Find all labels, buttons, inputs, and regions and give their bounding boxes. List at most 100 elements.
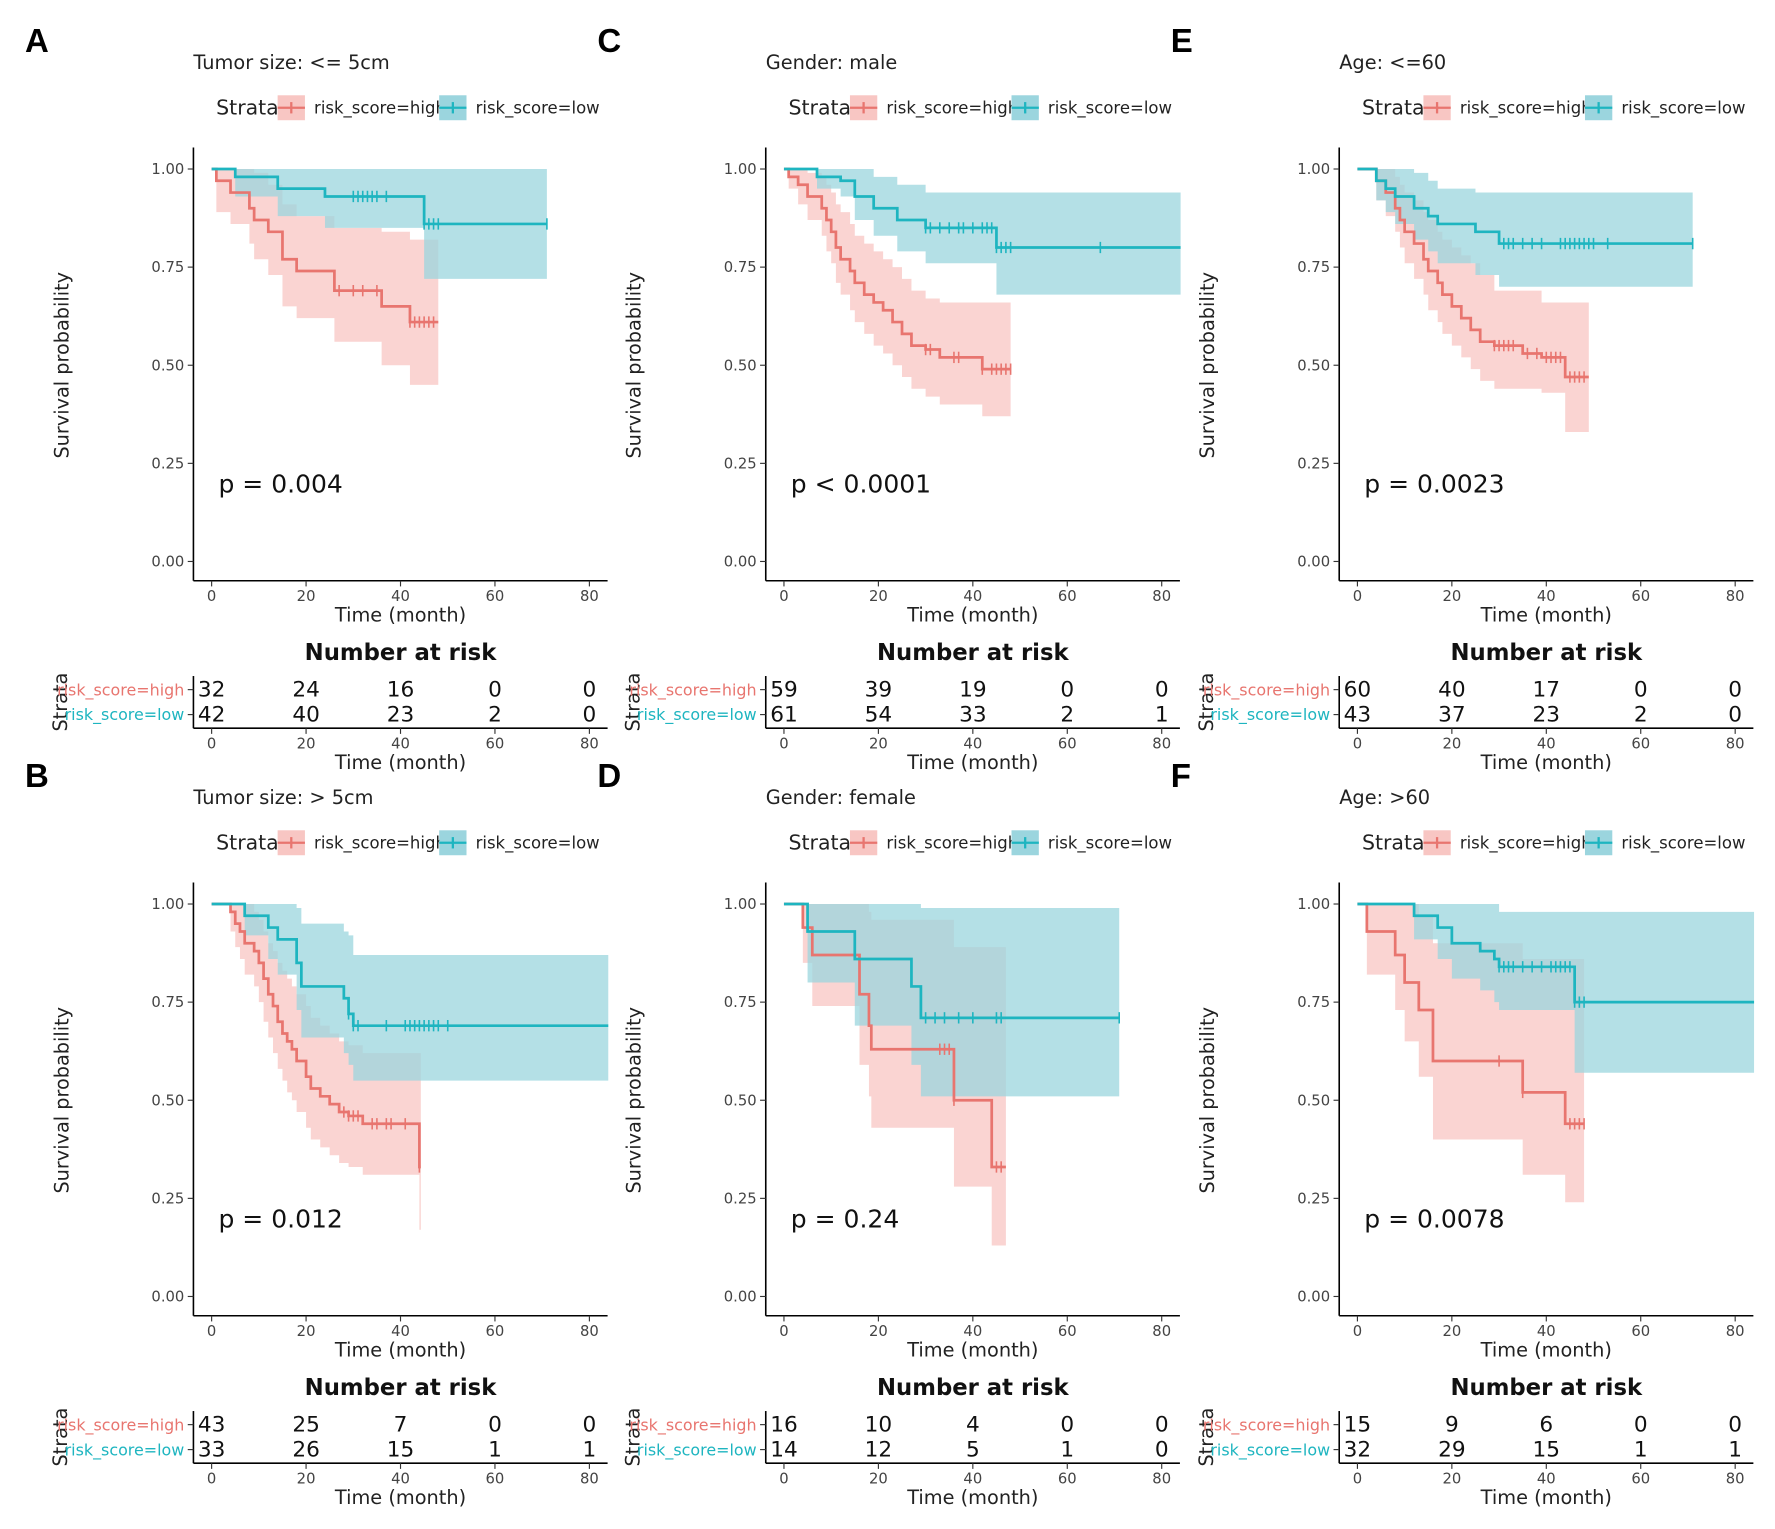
risk-count-low: 1 bbox=[488, 1437, 502, 1462]
survival-curve-low bbox=[783, 167, 1181, 249]
y-axis-title: Survival probability bbox=[1196, 272, 1219, 459]
risk-count-low: 1 bbox=[1060, 1437, 1074, 1462]
y-tick-label: 0.50 bbox=[151, 1092, 184, 1109]
x-tick-label: 0 bbox=[1353, 588, 1362, 605]
x-tick-label: 20 bbox=[1442, 588, 1461, 605]
y-tick-label: 0.25 bbox=[1297, 455, 1330, 472]
y-tick-label: 0.75 bbox=[724, 259, 757, 276]
survival-curve-low bbox=[1357, 902, 1755, 1004]
risk-count-low: 1 bbox=[583, 1437, 597, 1462]
survival-curve-high bbox=[1357, 902, 1585, 1126]
ci-band-low bbox=[211, 169, 547, 279]
y-tick-label: 1.00 bbox=[724, 161, 757, 178]
y-tick-label: 0.00 bbox=[724, 554, 757, 571]
x-axis-title: Time (month) bbox=[906, 1339, 1038, 1362]
risk-row-label-low: risk_score=low bbox=[65, 1440, 185, 1460]
risk-x-tick-label: 0 bbox=[207, 1471, 216, 1488]
ci-band-low bbox=[783, 904, 1120, 1097]
y-tick-label: 0.50 bbox=[1297, 1092, 1330, 1109]
subgroup-title: Tumor size: <= 5cm bbox=[192, 51, 389, 74]
y-tick-label: 0.00 bbox=[724, 1289, 757, 1306]
risk-row-label-high: risk_score=high bbox=[629, 680, 756, 700]
risk-count-low: 1 bbox=[1728, 1437, 1742, 1462]
x-tick-label: 60 bbox=[1631, 1323, 1650, 1340]
risk-x-tick-label: 0 bbox=[1353, 736, 1362, 753]
panel-letter: D bbox=[597, 757, 621, 794]
risk-x-tick-label: 60 bbox=[1631, 736, 1650, 753]
y-tick-label: 0.75 bbox=[151, 259, 184, 276]
y-axis-title: Survival probability bbox=[623, 272, 646, 459]
y-tick-label: 1.00 bbox=[724, 896, 757, 913]
risk-row-label-high: risk_score=high bbox=[57, 1415, 184, 1435]
risk-x-tick-label: 0 bbox=[779, 736, 788, 753]
y-tick-label: 0.00 bbox=[1297, 554, 1330, 571]
risk-count-low: 0 bbox=[1728, 702, 1742, 727]
risk-count-high: 0 bbox=[488, 677, 502, 702]
x-tick-label: 20 bbox=[869, 588, 888, 605]
survival-curve-high bbox=[1357, 167, 1589, 379]
x-tick-label: 0 bbox=[207, 588, 216, 605]
risk-x-tick-label: 80 bbox=[1726, 1471, 1745, 1488]
risk-table-title: Number at risk bbox=[877, 640, 1070, 666]
risk-x-axis-title: Time (month) bbox=[334, 1486, 466, 1509]
risk-x-axis-title: Time (month) bbox=[1480, 751, 1612, 774]
risk-count-high: 10 bbox=[865, 1412, 893, 1437]
risk-x-tick-label: 60 bbox=[1058, 1471, 1077, 1488]
y-tick-label: 0.00 bbox=[151, 554, 184, 571]
y-tick-label: 1.00 bbox=[1297, 896, 1330, 913]
y-axis-title: Survival probability bbox=[50, 272, 73, 459]
y-tick-label: 0.00 bbox=[151, 1289, 184, 1306]
risk-row-label-high: risk_score=high bbox=[1203, 1415, 1330, 1435]
risk-count-high: 16 bbox=[387, 677, 415, 702]
risk-table-title: Number at risk bbox=[877, 1375, 1070, 1401]
risk-count-low: 29 bbox=[1438, 1437, 1466, 1462]
x-tick-label: 60 bbox=[1058, 1323, 1077, 1340]
survival-curve-high bbox=[211, 902, 421, 1169]
legend-label-low: risk_score=low bbox=[1621, 833, 1745, 853]
risk-count-high: 0 bbox=[1060, 1412, 1074, 1437]
risk-x-tick-label: 40 bbox=[1537, 1471, 1556, 1488]
legend-label-high: risk_score=high bbox=[886, 833, 1018, 853]
risk-x-tick-label: 60 bbox=[1631, 1471, 1650, 1488]
y-tick-label: 0.50 bbox=[151, 357, 184, 374]
y-tick-label: 1.00 bbox=[1297, 161, 1330, 178]
p-value: p = 0.0078 bbox=[1364, 1204, 1504, 1233]
risk-count-high: 16 bbox=[770, 1412, 798, 1437]
legend-label-low: risk_score=low bbox=[1048, 98, 1172, 118]
subgroup-title: Gender: male bbox=[766, 51, 897, 74]
p-value: p = 0.004 bbox=[218, 469, 342, 498]
risk-count-low: 15 bbox=[387, 1437, 415, 1462]
risk-count-high: 43 bbox=[198, 1412, 226, 1437]
legend-label-high: risk_score=high bbox=[314, 98, 446, 118]
legend-title: Strata bbox=[789, 831, 852, 855]
panel-letter: C bbox=[597, 22, 621, 59]
panel-letter: B bbox=[25, 757, 49, 794]
x-tick-label: 40 bbox=[1537, 588, 1556, 605]
risk-count-low: 37 bbox=[1438, 702, 1466, 727]
risk-table-title: Number at risk bbox=[305, 1375, 498, 1401]
y-axis-title: Survival probability bbox=[1196, 1007, 1219, 1194]
y-tick-label: 0.25 bbox=[151, 455, 184, 472]
risk-count-low: 2 bbox=[488, 702, 502, 727]
x-axis-title: Time (month) bbox=[1480, 1339, 1612, 1362]
p-value: p = 0.012 bbox=[218, 1204, 342, 1233]
y-tick-label: 0.50 bbox=[1297, 357, 1330, 374]
x-tick-label: 20 bbox=[297, 1323, 316, 1340]
risk-count-low: 1 bbox=[1634, 1437, 1648, 1462]
p-value: p < 0.0001 bbox=[791, 469, 931, 498]
risk-count-low: 2 bbox=[1634, 702, 1648, 727]
risk-count-low: 42 bbox=[198, 702, 226, 727]
plot-area bbox=[211, 167, 548, 385]
legend: Strata risk_score=high risk_score=low bbox=[789, 95, 1172, 121]
x-tick-label: 20 bbox=[869, 1323, 888, 1340]
risk-x-tick-label: 20 bbox=[1442, 736, 1461, 753]
risk-count-high: 0 bbox=[488, 1412, 502, 1437]
km-panel-C: C Gender: male Strata risk_score=high risk_s… bbox=[597, 22, 1181, 774]
x-tick-label: 0 bbox=[207, 1323, 216, 1340]
plot-area bbox=[211, 902, 609, 1230]
risk-count-low: 15 bbox=[1533, 1437, 1561, 1462]
